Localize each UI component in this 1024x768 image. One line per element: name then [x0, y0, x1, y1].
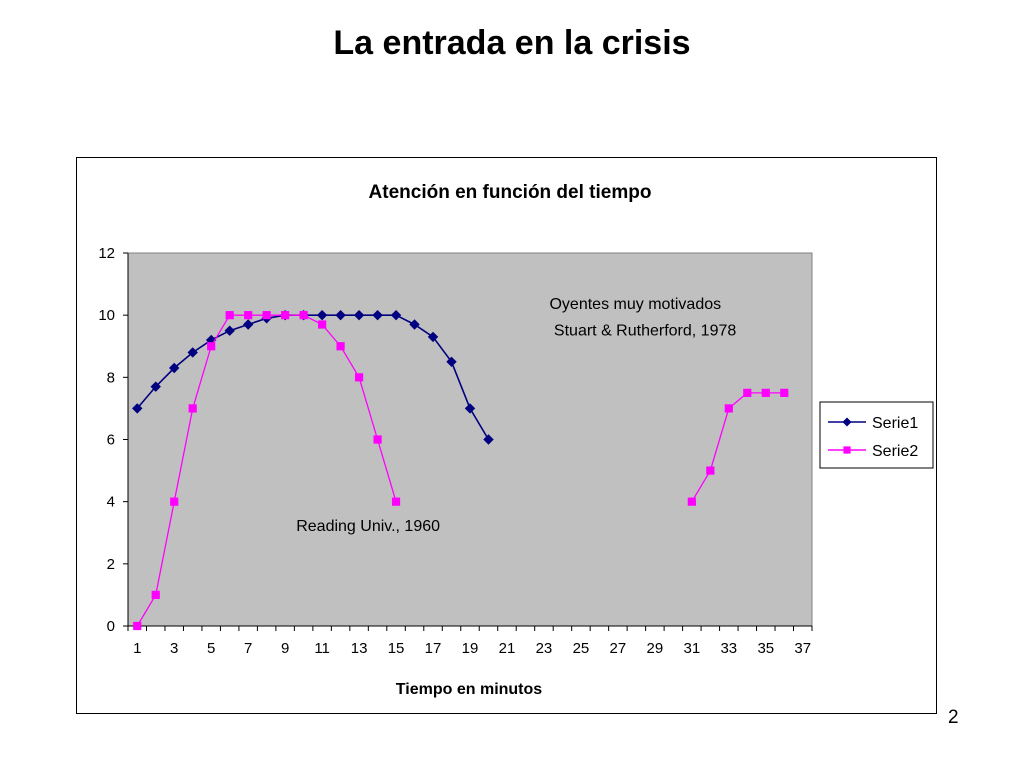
- x-tick-label: 19: [462, 640, 479, 657]
- legend-label: Serie1: [872, 415, 918, 432]
- data-point: [207, 342, 216, 351]
- legend-marker: [842, 417, 852, 427]
- y-tick-label: 0: [107, 618, 115, 635]
- series-serie2: [133, 311, 789, 631]
- data-point: [724, 404, 733, 413]
- series-layer: [132, 309, 789, 631]
- data-point: [483, 434, 494, 445]
- y-tick-label: 2: [107, 556, 115, 573]
- x-axis-label: Tiempo en minutos: [396, 681, 542, 698]
- x-tick-label: 17: [425, 640, 442, 657]
- chart-title: Atención en función del tiempo: [369, 182, 652, 203]
- data-point: [262, 311, 271, 320]
- x-tick-label: 23: [536, 640, 553, 657]
- slide-title: La entrada en la crisis: [333, 24, 691, 62]
- data-point: [409, 319, 420, 330]
- data-point: [132, 403, 143, 414]
- chart-frame: Atención en función del tiempo 0 2 4 6 8 10 12…: [76, 157, 937, 714]
- data-point: [299, 311, 308, 320]
- data-point: [316, 309, 328, 321]
- x-tick-label: 35: [757, 640, 774, 657]
- data-point: [353, 309, 365, 321]
- data-point: [743, 388, 752, 397]
- data-point: [242, 319, 254, 330]
- x-tick-label: 9: [281, 640, 289, 657]
- data-point: [188, 404, 197, 413]
- data-point: [244, 311, 253, 320]
- data-point: [170, 497, 179, 506]
- data-point: [354, 373, 364, 382]
- data-point: [373, 435, 382, 444]
- data-point: [224, 325, 235, 336]
- data-point: [446, 356, 457, 367]
- x-tick-label: 15: [388, 640, 405, 657]
- data-point: [225, 311, 234, 320]
- annotation-label: Reading Univ., 1960: [296, 518, 440, 535]
- page-number: 2: [948, 707, 959, 728]
- x-tick-label: 13: [351, 640, 368, 657]
- data-point: [281, 311, 290, 320]
- data-point: [336, 342, 345, 351]
- x-tick-label: 1: [133, 640, 141, 657]
- legend-label: Serie2: [872, 443, 918, 460]
- x-tick-label: 21: [499, 640, 516, 657]
- data-point: [151, 590, 160, 600]
- data-point: [464, 403, 476, 414]
- y-tick-label: 10: [98, 307, 115, 324]
- data-point: [169, 362, 180, 374]
- legend: Serie1 Serie2: [819, 401, 934, 469]
- data-point: [687, 497, 696, 506]
- y-tick-label: 8: [107, 369, 115, 386]
- data-point: [780, 388, 789, 397]
- x-tick-label: 5: [207, 640, 215, 657]
- data-point: [372, 309, 383, 321]
- annotation-label: Stuart & Rutherford, 1978: [549, 322, 736, 339]
- x-tick-label: 29: [647, 640, 664, 657]
- data-point: [427, 331, 439, 343]
- data-point: [133, 621, 142, 631]
- x-tick-label: 31: [683, 640, 700, 657]
- y-tick-label: 12: [98, 245, 115, 262]
- y-tick-label: 4: [107, 494, 115, 511]
- data-point: [187, 347, 198, 358]
- legend-marker: [843, 446, 851, 454]
- data-point: [150, 381, 161, 392]
- x-tick-label: 27: [610, 640, 627, 657]
- x-tick-label: 11: [314, 640, 330, 657]
- legend-box: [819, 401, 934, 469]
- attention-chart: Atención en función del tiempo 024681012…: [98, 182, 934, 698]
- data-point: [761, 388, 770, 397]
- x-tick-label: 33: [720, 640, 737, 657]
- annotations: Oyentes muy motivados Stuart & Rutherfor…: [296, 296, 736, 535]
- x-tick-label: 25: [573, 640, 590, 657]
- x-tick-label: 7: [244, 640, 252, 657]
- data-point: [706, 466, 715, 475]
- x-tick-label: 3: [170, 640, 178, 657]
- series-serie1: [132, 309, 494, 445]
- data-point: [318, 320, 327, 329]
- annotation-label: Oyentes muy motivados: [549, 296, 721, 313]
- y-tick-label: 6: [107, 432, 115, 449]
- x-tick-label: 37: [794, 640, 811, 657]
- data-point: [390, 309, 402, 321]
- data-point: [335, 309, 346, 321]
- data-point: [391, 497, 401, 506]
